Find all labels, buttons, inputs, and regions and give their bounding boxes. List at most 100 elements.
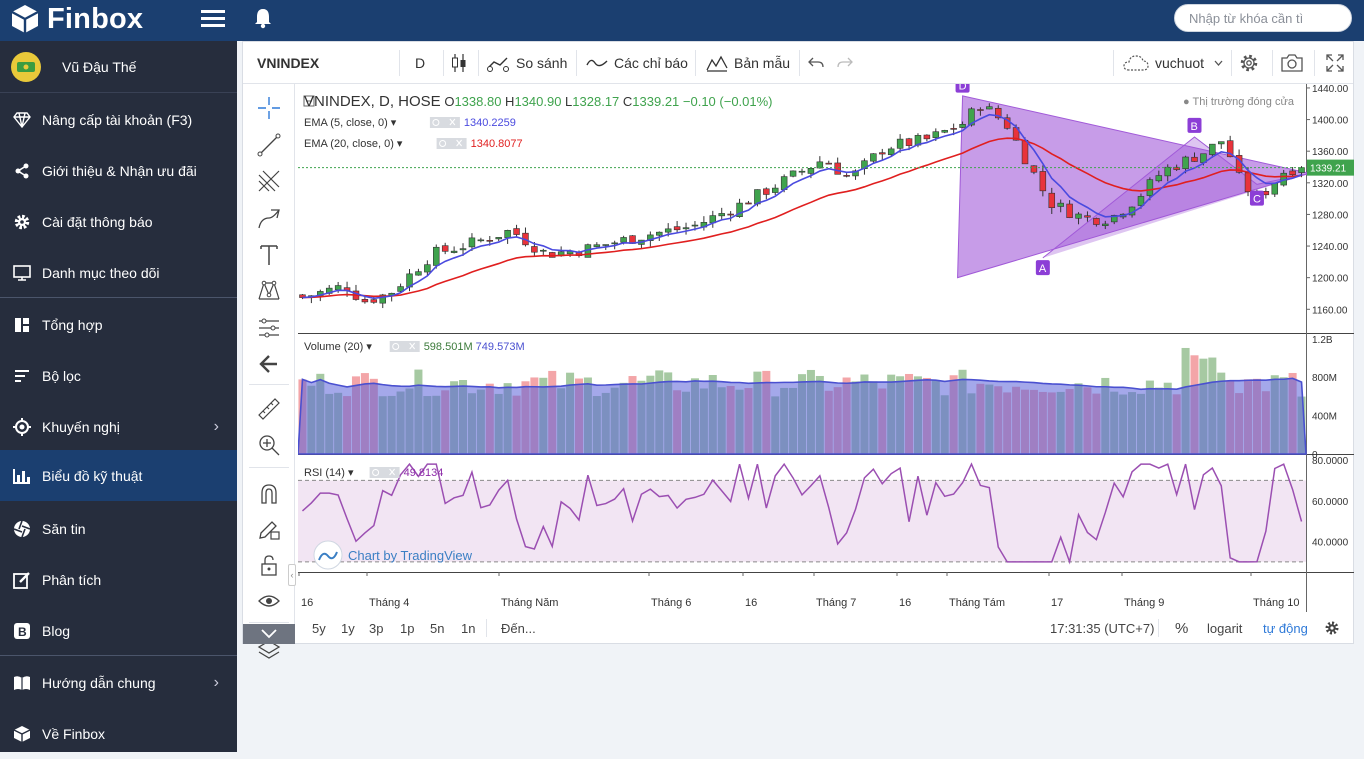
settings-button[interactable] xyxy=(1238,42,1260,83)
divider xyxy=(695,50,696,76)
divider xyxy=(249,467,289,468)
interval-button[interactable]: D xyxy=(415,42,425,83)
sidebar-item-technical-chart[interactable]: Biểu đồ kỹ thuật xyxy=(0,450,237,501)
volume-tick-label: 400M xyxy=(1312,412,1337,423)
share-icon xyxy=(12,161,32,181)
zoom-tool[interactable] xyxy=(255,431,283,459)
l-label: L xyxy=(561,94,572,109)
volume-values: 598.501M 749.573M xyxy=(424,341,525,353)
pattern-tool[interactable] xyxy=(255,277,283,305)
candle xyxy=(1039,171,1047,192)
chart-area[interactable]: D A B C 1440.00 1400.00 1360.00 1320.00 1280.00 1… xyxy=(298,84,1354,612)
percent-toggle[interactable]: % xyxy=(1175,613,1188,643)
user-profile[interactable]: Vũ Đậu Thế xyxy=(0,41,237,93)
rsi-tick-label: 80.0000 xyxy=(1312,456,1349,467)
hamburger-menu-button[interactable] xyxy=(199,7,227,31)
target-icon xyxy=(12,417,32,437)
range-5d-button[interactable]: 5n xyxy=(430,613,444,643)
brush-icon xyxy=(258,209,280,229)
sidebar-handle[interactable]: ‹ xyxy=(288,564,296,586)
sidebar-item-analysis[interactable]: Phân tích xyxy=(0,554,237,605)
crosshair-icon xyxy=(258,97,280,119)
candle xyxy=(504,230,511,238)
sidebar-item-overview[interactable]: Tổng hợp xyxy=(0,299,237,350)
candle xyxy=(513,228,520,235)
pattern-label: D xyxy=(959,84,967,93)
auto-scale-toggle[interactable]: tự động xyxy=(1263,613,1308,643)
auto-label: tự động xyxy=(1263,620,1308,636)
range-5y-button[interactable]: 5y xyxy=(312,613,326,643)
measure-tool[interactable] xyxy=(255,395,283,423)
layers-tool[interactable] xyxy=(255,636,283,664)
screenshot-button[interactable] xyxy=(1281,42,1303,83)
range-1y-button[interactable]: 1y xyxy=(341,613,355,643)
text-tool[interactable] xyxy=(255,241,283,269)
candle xyxy=(825,162,833,165)
trendline-tool[interactable] xyxy=(255,131,283,159)
ema5-value-1: 1340.2259 xyxy=(464,117,516,129)
back-arrow-tool[interactable] xyxy=(255,350,283,378)
finbox-logo[interactable]: Finbox xyxy=(9,2,143,36)
time-axis-label: Tháng 10 xyxy=(1253,597,1299,609)
redo-button[interactable] xyxy=(837,42,853,83)
volume-tick-label: 1.2B xyxy=(1312,335,1333,346)
templates-button[interactable]: Bản mẫu xyxy=(706,42,790,83)
tradingview-logo-icon xyxy=(318,551,338,561)
magnet-tool[interactable] xyxy=(255,479,283,507)
filter-icon xyxy=(12,366,32,386)
rsi-value-1: 49.8134 xyxy=(404,467,444,479)
candle xyxy=(620,237,627,243)
crosshair-tool[interactable] xyxy=(255,94,283,122)
range-1d-button[interactable]: 1n xyxy=(461,613,475,643)
range-3m-button[interactable]: 3p xyxy=(369,613,383,643)
sidebar-item-watchlist[interactable]: Danh mục theo dõi xyxy=(0,247,237,298)
sidebar-item-referral[interactable]: Giới thiệu & Nhận ưu đãi xyxy=(0,145,237,196)
ema20-value-1: 1340.8077 xyxy=(471,138,523,150)
range-1m-button[interactable]: 1p xyxy=(400,613,414,643)
price-tick-label: 1160.00 xyxy=(1312,305,1348,316)
divider xyxy=(1231,50,1232,76)
sidebar-item-recommendations[interactable]: Khuyến nghị › xyxy=(0,401,237,452)
stay-drawing-tool[interactable] xyxy=(255,515,283,543)
candle xyxy=(611,242,618,245)
fullscreen-button[interactable] xyxy=(1326,42,1344,83)
candle xyxy=(763,188,770,195)
chart-type-button[interactable] xyxy=(450,42,468,83)
chart-settings-button[interactable] xyxy=(1324,613,1340,643)
search-input[interactable] xyxy=(1174,4,1352,32)
sidebar-item-blog[interactable]: B Blog xyxy=(0,605,237,656)
cloud-save-dropdown[interactable]: vuchuot xyxy=(1123,42,1223,83)
fibonacci-tool[interactable] xyxy=(255,167,283,195)
sidebar-item-news-hunt[interactable]: Săn tin xyxy=(0,503,237,554)
bell-icon[interactable] xyxy=(250,5,276,31)
sidebar-item-filter[interactable]: Bộ lọc xyxy=(0,350,237,401)
symbol-search-button[interactable]: VNINDEX xyxy=(257,42,347,83)
indicators-button[interactable]: Các chỉ báo xyxy=(586,42,688,83)
indicators-label: Các chỉ báo xyxy=(614,54,688,71)
price-tick-label: 1440.00 xyxy=(1312,84,1349,95)
divider xyxy=(0,297,237,298)
candlestick-icon xyxy=(452,53,466,72)
visibility-tool[interactable] xyxy=(255,587,283,615)
gear-icon xyxy=(12,212,32,232)
sidebar-item-about[interactable]: Về Finbox xyxy=(0,708,237,759)
toolbar-collapse-button[interactable] xyxy=(243,624,295,644)
sidebar-item-upgrade[interactable]: Nâng cấp tài khoản (F3) xyxy=(0,94,237,145)
lock-tool[interactable] xyxy=(255,551,283,579)
brush-tool[interactable] xyxy=(255,204,283,232)
goto-date-button[interactable]: Đến... xyxy=(501,613,536,643)
sidebar-item-guide[interactable]: Hướng dẫn chung › xyxy=(0,657,237,708)
sidebar-item-notifications[interactable]: Cài đặt thông báo xyxy=(0,196,237,247)
pattern-label: B xyxy=(1190,121,1197,133)
indicator-wave-icon xyxy=(586,59,608,66)
pattern-label-box xyxy=(1249,190,1264,206)
candle xyxy=(477,239,485,242)
compare-button[interactable]: So sánh xyxy=(486,42,567,83)
candle xyxy=(718,213,725,217)
time-axis-label: Tháng Tám xyxy=(949,597,1005,609)
undo-button[interactable] xyxy=(808,42,824,83)
fullscreen-icon xyxy=(1326,53,1344,72)
log-toggle[interactable]: logarit xyxy=(1207,613,1242,643)
prediction-tool[interactable] xyxy=(255,314,283,342)
chart-toolbar: VNINDEX D So sánh Các chỉ báo Bản mẫu vu… xyxy=(243,42,1353,84)
